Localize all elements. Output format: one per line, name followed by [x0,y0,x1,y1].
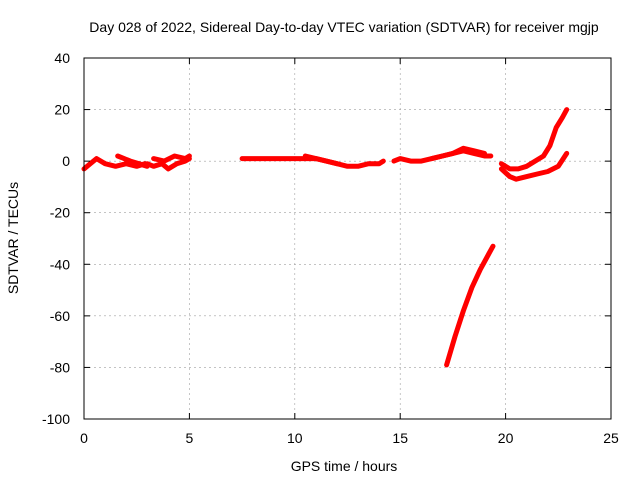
y-tick-label: 20 [54,102,70,118]
series-arc-1 [81,156,148,172]
y-axis-label: SDTVAR / TECUs [5,182,21,294]
y-tick-label: -20 [50,205,70,221]
x-tick-label: 5 [186,430,194,446]
x-tick-label: 20 [498,430,514,446]
series-arc-8 [429,145,487,162]
series-layer [81,107,570,368]
y-tick-label: 0 [62,153,70,169]
series-arc-11 [498,150,570,182]
series-arc-2 [115,153,150,169]
x-axis-label: GPS time / hours [291,458,398,474]
series-arc-10 [498,107,570,172]
series-arc-9 [444,243,496,368]
grid-layer [84,58,611,419]
x-tick-label: 10 [287,430,303,446]
plot-frame [83,57,612,420]
series-arc-6 [302,153,340,167]
y-tick-label: -40 [50,256,70,272]
y-tick-label: -60 [50,308,70,324]
y-tick-label: -100 [42,411,70,427]
tick-layer: 0 5 10 15 20 25 -100 -80 -60 -40 -20 0 20 40 [42,50,619,446]
series-arc-4 [151,153,192,164]
y-tick-label: -80 [50,359,70,375]
y-tick-label: 40 [54,50,70,66]
x-tick-label: 15 [392,430,408,446]
chart-title: Day 028 of 2022, Sidereal Day-to-day VTE… [89,19,599,35]
x-tick-label: 25 [603,430,619,446]
x-tick-label: 0 [80,430,88,446]
